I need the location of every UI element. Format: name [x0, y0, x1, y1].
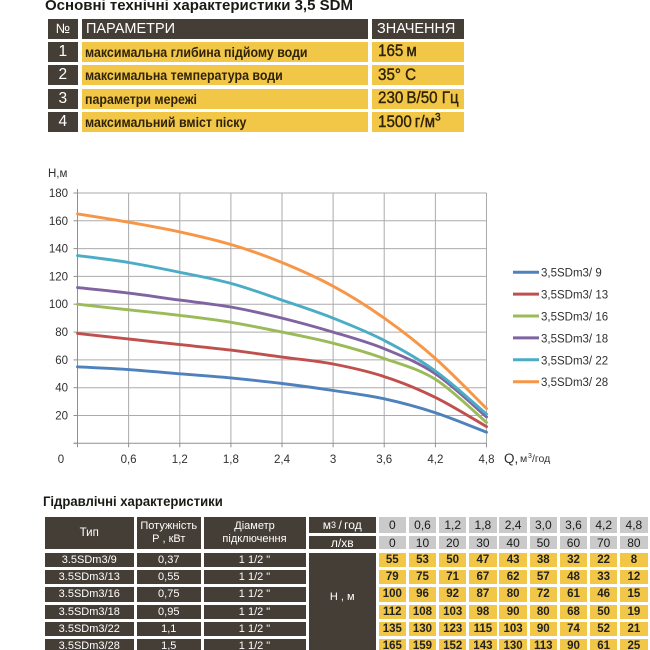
svg-text:4,2: 4,2 — [427, 454, 443, 466]
svg-text:м: м — [520, 453, 527, 465]
svg-text:180: 180 — [49, 188, 68, 200]
svg-text:3,5SDm3/ 28: 3,5SDm3/ 28 — [541, 377, 608, 389]
svg-text:0: 0 — [58, 454, 64, 466]
svg-text:2,4: 2,4 — [274, 454, 291, 466]
svg-text:160: 160 — [49, 216, 68, 228]
svg-text:60: 60 — [55, 355, 68, 367]
svg-text:40: 40 — [55, 383, 68, 395]
svg-text:3,6: 3,6 — [376, 454, 392, 466]
svg-text:3: 3 — [330, 454, 336, 466]
svg-text:1,2: 1,2 — [172, 454, 188, 466]
svg-text:3,5SDm3/ 22: 3,5SDm3/ 22 — [541, 355, 608, 367]
svg-text:4,8: 4,8 — [479, 454, 495, 466]
svg-text:3,5SDm3/ 13: 3,5SDm3/ 13 — [541, 290, 608, 302]
svg-text:3: 3 — [528, 453, 532, 460]
svg-text:3,5SDm3/ 9: 3,5SDm3/ 9 — [541, 268, 602, 280]
svg-text:3,5SDm3/ 18: 3,5SDm3/ 18 — [541, 333, 608, 345]
svg-text:1,8: 1,8 — [223, 454, 239, 466]
svg-text:100: 100 — [49, 299, 68, 311]
svg-text:20: 20 — [55, 411, 68, 423]
svg-text:3,5SDm3/ 16: 3,5SDm3/ 16 — [541, 312, 608, 324]
svg-text:140: 140 — [49, 244, 68, 256]
svg-text:0,6: 0,6 — [121, 454, 137, 466]
svg-text:120: 120 — [49, 271, 68, 283]
svg-text:80: 80 — [55, 327, 68, 339]
svg-text:/год: /год — [532, 453, 550, 465]
svg-text:Q,: Q, — [504, 451, 518, 466]
svg-text:Н,м: Н,м — [48, 168, 68, 180]
